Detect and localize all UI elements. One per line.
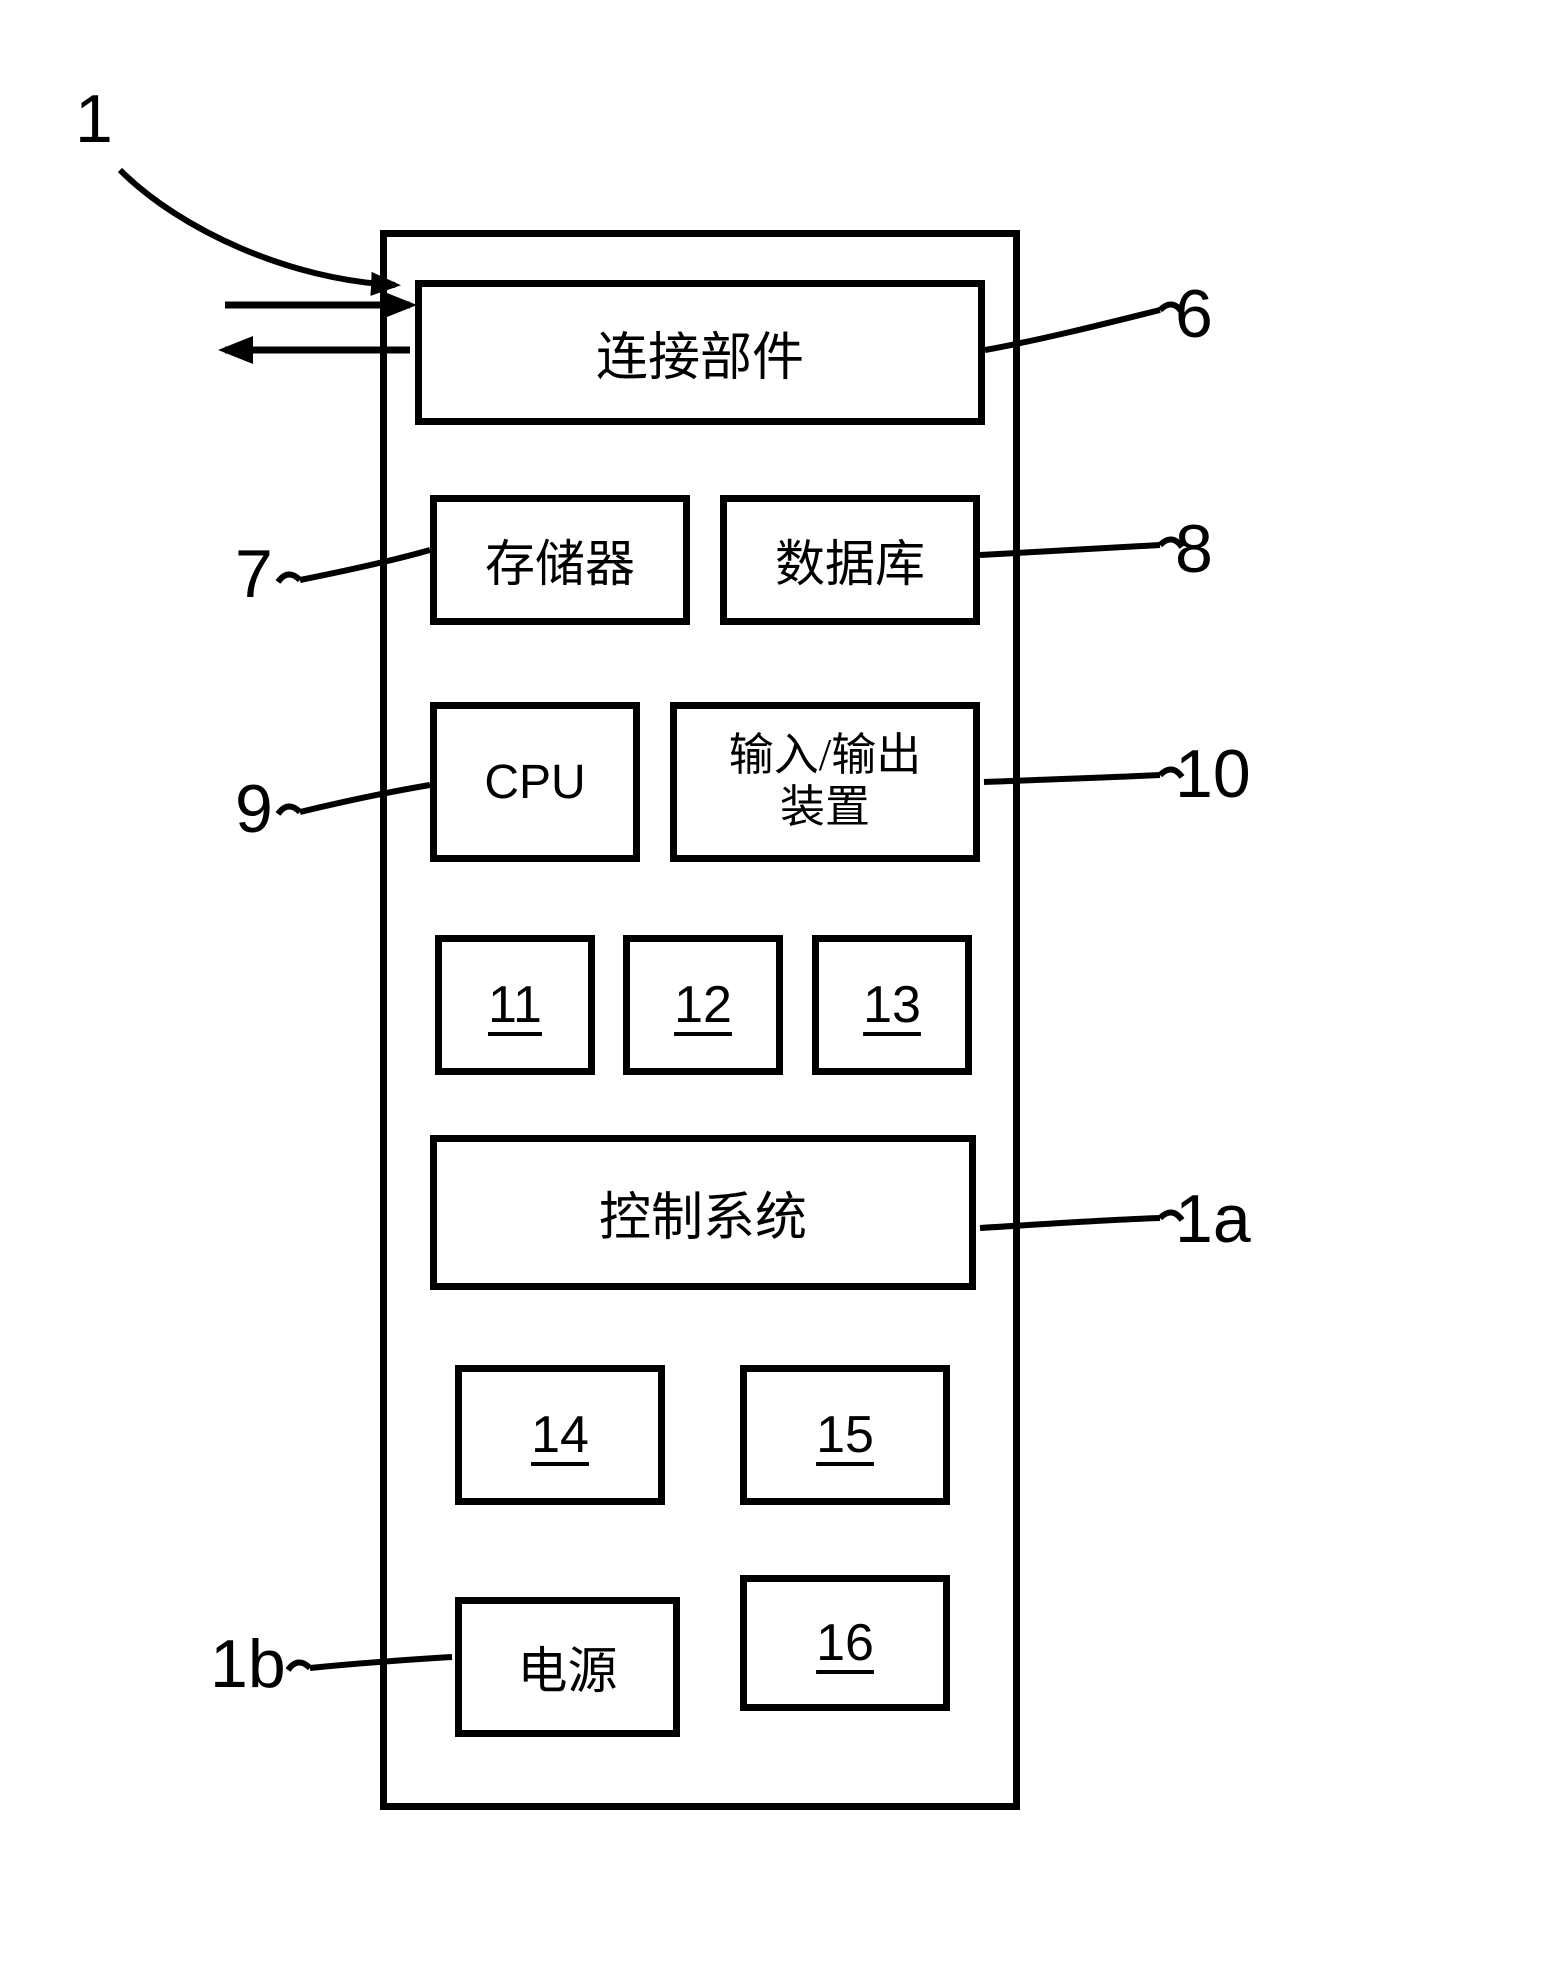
svg-layer xyxy=(0,0,1554,1978)
